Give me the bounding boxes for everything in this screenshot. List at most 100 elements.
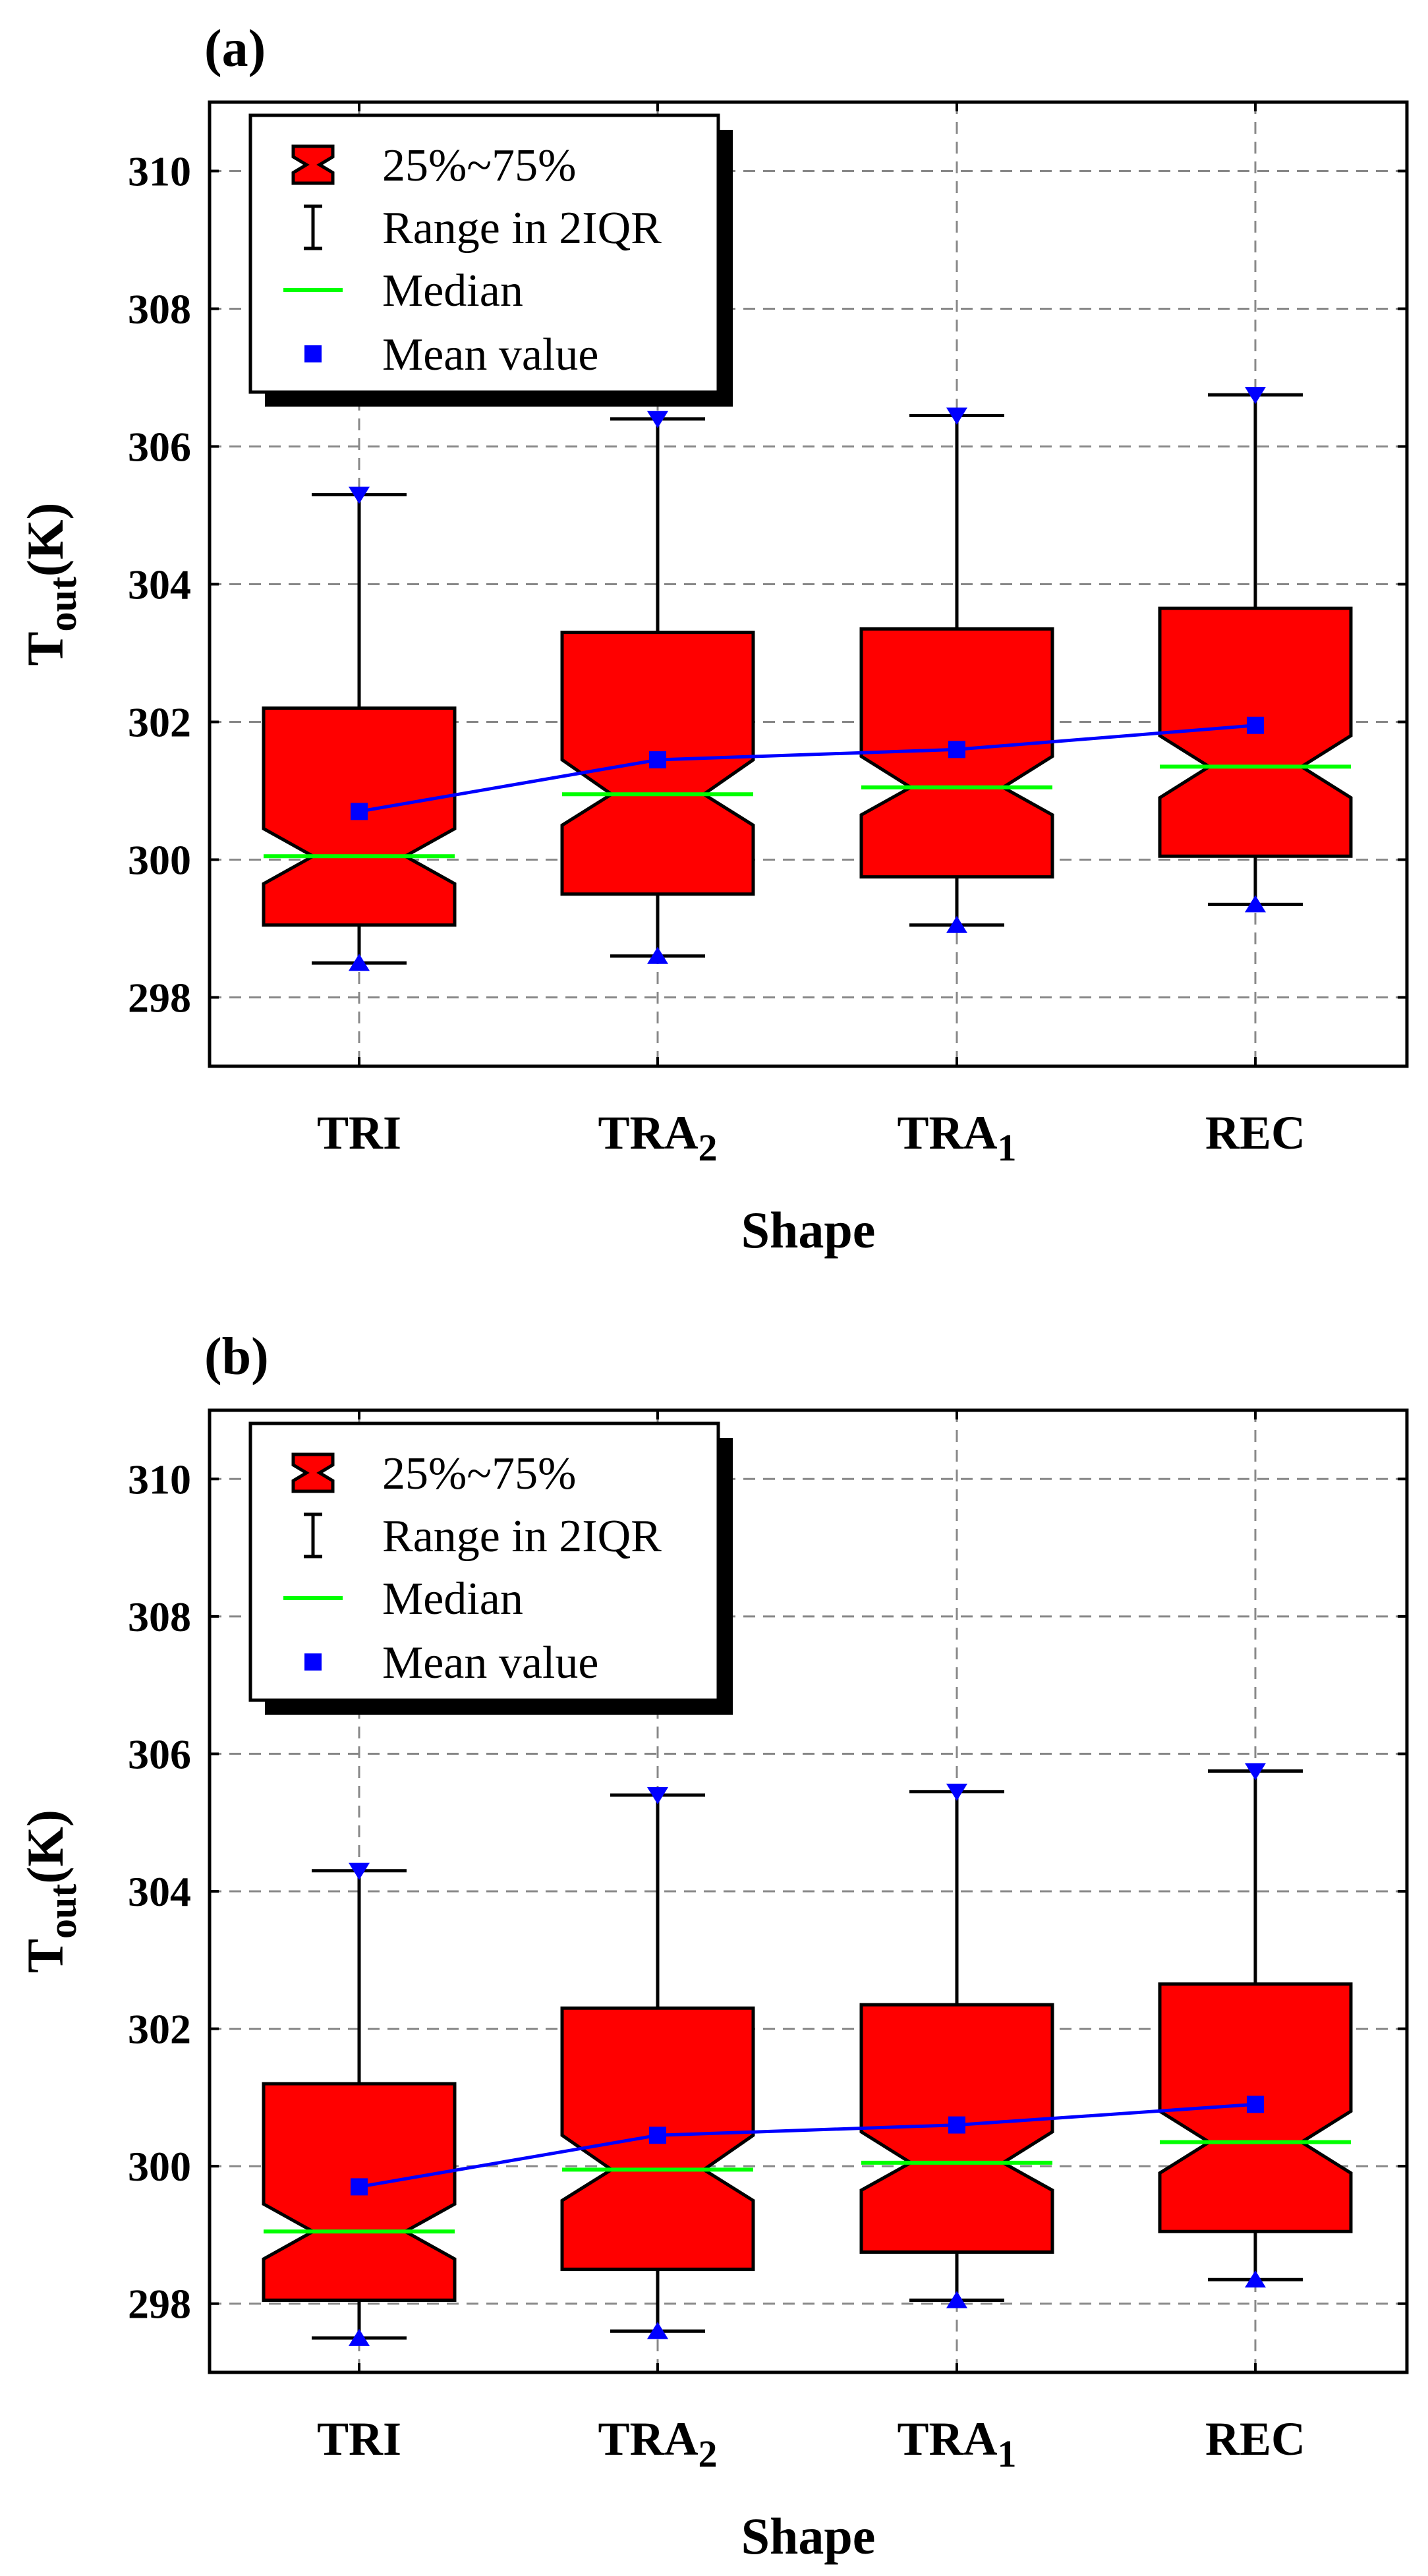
mean-marker [948,741,965,758]
legend-label-mean: Mean value [382,1638,598,1688]
x-tick-label: TRI [317,2413,401,2465]
x-tick-label-main: TRI [317,2413,401,2465]
min-marker [349,2328,370,2346]
box-3 [1158,1763,1353,2288]
min-marker [946,915,967,933]
plot-frame [208,100,1409,1068]
x-tick-label-main: TRI [317,1106,401,1159]
y-axis-title-unit: (K) [16,1810,74,1884]
y-tick-label: 306 [128,1731,191,1777]
y-tick-label: 304 [128,561,191,608]
min-marker [647,946,668,964]
max-marker [946,407,967,425]
panel-label: (a) [204,20,266,78]
legend-label-box: 25%~75% [382,140,577,191]
y-axis-title-sub: out [41,1884,84,1939]
x-tick-label-main: REC [1205,1106,1305,1159]
x-tick-label: REC [1205,2413,1305,2465]
y-axis-title-main: T [16,1939,74,1973]
legend-label-box: 25%~75% [382,1448,577,1499]
mean-line [358,2102,1256,2189]
y-axis-title-main: T [16,631,74,666]
box-2 [859,1783,1054,2308]
mean-marker [649,751,666,768]
box-2 [859,407,1054,933]
x-tick-label-sub: 2 [699,1126,718,1169]
x-tick-label-sub: 1 [998,1126,1017,1169]
y-tick-label: 308 [128,1593,191,1640]
y-tick-label: 302 [128,699,191,746]
y-axis-title: Tout(K) [16,502,84,666]
min-marker [1245,895,1266,913]
max-marker [1245,1763,1266,1781]
y-tick-label: 302 [128,2006,191,2053]
box-1 [560,1787,755,2339]
mean-line [358,724,1256,813]
min-marker [1245,2270,1266,2288]
mean-marker [948,2116,965,2134]
legend-box-icon [291,1452,335,1493]
legend-box-icon [291,144,335,185]
y-axis-title-sub: out [41,577,84,631]
legend-mean-icon [304,345,322,362]
y-tick-label: 298 [128,975,191,1021]
mean-marker [1247,716,1264,734]
y-tick-label: 300 [128,837,191,884]
legend-mean-icon [304,1653,322,1671]
x-tick-label-main: TRA [598,2413,698,2465]
x-tick-label: REC [1205,1106,1305,1159]
y-tick-label: 304 [128,1868,191,1915]
legend-box [248,113,720,394]
legend-label-median: Median [382,1574,523,1624]
x-tick-label-main: REC [1205,2413,1305,2465]
y-tick-label: 310 [128,1456,191,1503]
box-3 [1158,387,1353,913]
plot-frame [208,1408,1409,2374]
x-tick-label-sub: 1 [998,2432,1017,2475]
legend-label-whisker: Range in 2IQR [382,1511,662,1562]
max-marker [349,486,370,504]
max-marker [946,1783,967,1801]
box-0 [262,486,457,971]
x-tick-label: TRA2 [598,2413,717,2475]
legend-label-whisker: Range in 2IQR [382,203,662,254]
y-tick-label: 308 [128,286,191,333]
legend-label-median: Median [382,266,523,316]
y-tick-label: 298 [128,2281,191,2328]
y-axis-title-unit: (K) [16,502,74,577]
x-tick-label-main: TRA [598,1106,698,1159]
legend-label-mean: Mean value [382,329,598,380]
max-marker [647,411,668,428]
x-tick-label-main: TRA [897,1106,997,1159]
legend: 25%~75% Range in 2IQR Median Mean value [248,113,733,407]
legend-box [248,1421,720,1702]
box-0 [262,1862,457,2346]
min-marker [946,2291,967,2308]
max-marker [647,1787,668,1804]
mean-marker [1247,2096,1264,2113]
x-tick-label: TRA2 [598,1106,717,1169]
max-marker [349,1862,370,1880]
x-tick-label-main: TRA [897,2413,997,2465]
y-tick-label: 306 [128,424,191,471]
x-tick-label-sub: 2 [699,2432,718,2475]
box-1 [560,411,755,964]
y-axis-title: Tout(K) [16,1810,84,1973]
y-tick-label: 300 [128,2143,191,2190]
min-marker [647,2322,668,2339]
panel-label: (b) [204,1328,269,1386]
x-tick-label: TRA1 [897,2413,1016,2475]
x-tick-label: TRI [317,1106,401,1159]
mean-marker [649,2127,666,2144]
max-marker [1245,387,1266,405]
mean-marker [351,2178,368,2196]
x-axis-title: Shape [741,1201,876,1259]
x-axis-title: Shape [741,2507,876,2565]
legend: 25%~75% Range in 2IQR Median Mean value [248,1421,733,1715]
min-marker [349,954,370,971]
mean-marker [351,803,368,820]
y-tick-label: 310 [128,148,191,195]
